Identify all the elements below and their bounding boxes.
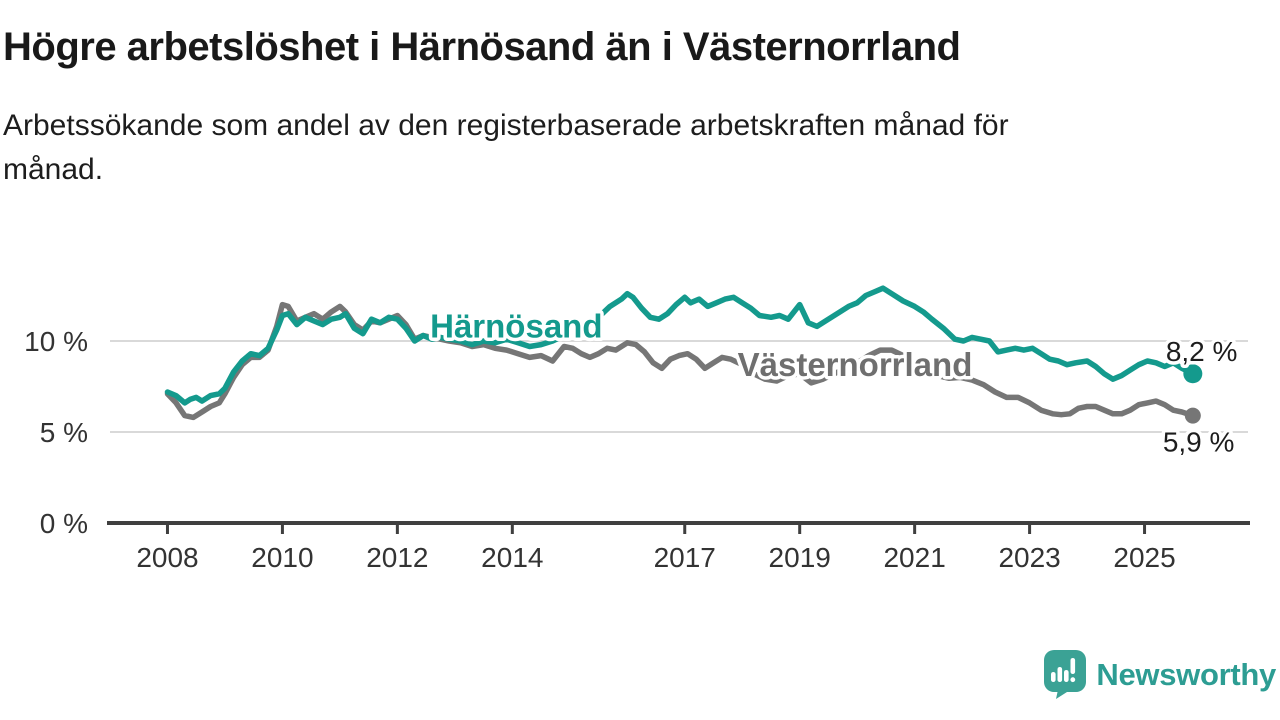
x-tick-label: 2010 [251,542,313,573]
y-tick-label: 0 % [40,508,88,539]
x-tick-label: 2008 [136,542,198,573]
x-tick-label: 2012 [366,542,428,573]
chart-header: Högre arbetslöshet i Härnösand än i Väst… [3,0,1063,192]
end-dot-västernorrland [1184,407,1201,424]
y-tick-label: 10 % [24,326,88,357]
line-västernorrland [164,301,1196,421]
end-dot-härnösand [1183,364,1203,384]
chart-subtitle: Arbetssökande som andel av den registerb… [3,109,1009,187]
line-härnösand [164,285,1196,406]
series-label-härnösand: Härnösand [430,307,602,344]
value-label-västernorrland: 5,9 % [1163,427,1235,458]
value-label-härnösand: 8,2 % [1166,336,1238,367]
x-tick-label: 2025 [1113,542,1175,573]
newsworthy-logo: Newsworthy [1043,649,1276,700]
x-tick-label: 2017 [654,542,716,573]
y-tick-label: 5 % [40,417,88,448]
x-tick-label: 2021 [883,542,945,573]
bar-chart-speech-bubble-icon [1044,650,1087,699]
x-tick-label: 2014 [481,542,543,573]
x-tick-label: 2023 [998,542,1060,573]
brand-name: Newsworthy [1096,656,1276,692]
page-title: Högre arbetslöshet i Härnösand än i Väst… [3,25,961,69]
x-tick-label: 2019 [769,542,831,573]
series-label-västernorrland: Västernorrland [738,346,973,383]
